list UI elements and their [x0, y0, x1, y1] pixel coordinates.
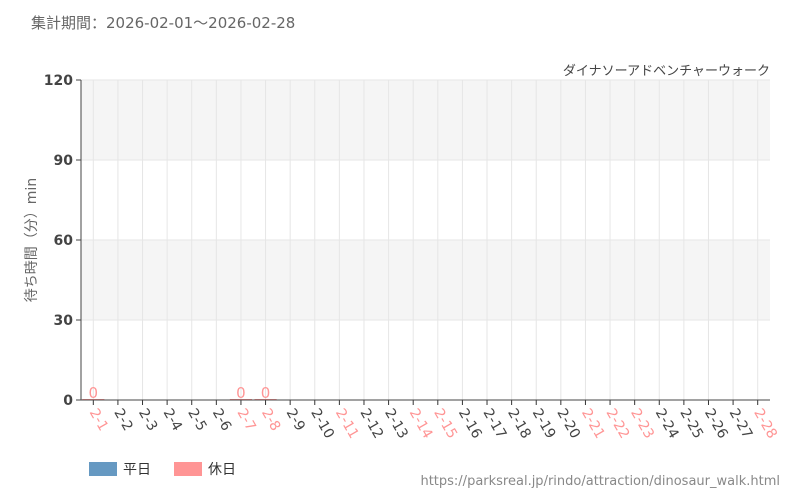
data-label: 0 [236, 384, 246, 402]
y-tick-label: 90 [54, 153, 74, 169]
x-tick-label: 2-21 [578, 406, 608, 442]
x-tick-label: 2-12 [357, 406, 387, 442]
attraction-name: ダイナソーアドベンチャーウォーク [562, 64, 770, 79]
x-tick-label: 2-18 [504, 406, 534, 442]
x-tick-label: 2-1 [86, 406, 111, 434]
x-tick-label: 2-19 [529, 406, 559, 442]
x-tick-label: 2-7 [233, 406, 258, 434]
y-tick-label: 60 [54, 233, 74, 249]
grid-band [81, 80, 770, 160]
x-tick-label: 2-22 [603, 406, 633, 442]
x-tick-label: 2-16 [455, 406, 485, 442]
legend-weekday-swatch [89, 462, 117, 476]
x-tick-label: 2-13 [381, 406, 411, 442]
x-tick-label: 2-8 [258, 406, 283, 434]
x-tick-label: 2-2 [110, 406, 135, 434]
legend-weekday[interactable]: 平日 [89, 459, 151, 479]
source-url[interactable]: https://parksreal.jp/rindo/attraction/di… [420, 474, 780, 489]
x-tick-label: 2-20 [553, 406, 583, 442]
x-tick-label: 2-23 [627, 406, 657, 442]
x-tick-label: 2-26 [701, 406, 731, 442]
x-tick-label: 2-28 [750, 406, 780, 442]
legend-holiday-label: 休日 [208, 462, 236, 478]
data-label: 0 [261, 384, 271, 402]
x-tick-label: 2-3 [135, 406, 160, 434]
x-tick-label: 2-11 [332, 406, 362, 442]
period-label: 集計期間：2026-02-01～2026-02-28 [31, 14, 296, 32]
x-tick-label: 2-6 [209, 406, 234, 434]
y-tick-label: 0 [63, 393, 73, 409]
data-label: 0 [89, 384, 99, 402]
x-tick-label: 2-17 [480, 406, 510, 442]
x-tick-label: 2-27 [726, 406, 756, 442]
x-tick-label: 2-14 [406, 406, 436, 442]
x-tick-label: 2-15 [430, 406, 460, 442]
x-tick-label: 2-5 [184, 406, 209, 434]
legend-holiday-swatch [174, 462, 202, 476]
x-tick-label: 2-24 [652, 406, 682, 442]
legend-weekday-label: 平日 [123, 462, 151, 478]
y-tick-label: 30 [54, 313, 74, 329]
grid-band [81, 240, 770, 320]
x-tick-label: 2-10 [307, 406, 337, 442]
x-tick-label: 2-25 [676, 406, 706, 442]
legend-holiday[interactable]: 休日 [174, 459, 236, 479]
x-tick-label: 2-9 [283, 406, 308, 434]
y-tick-label: 120 [44, 73, 73, 89]
x-tick-label: 2-4 [160, 406, 185, 434]
y-axis-label: 待ち時間（分）min [24, 178, 40, 302]
